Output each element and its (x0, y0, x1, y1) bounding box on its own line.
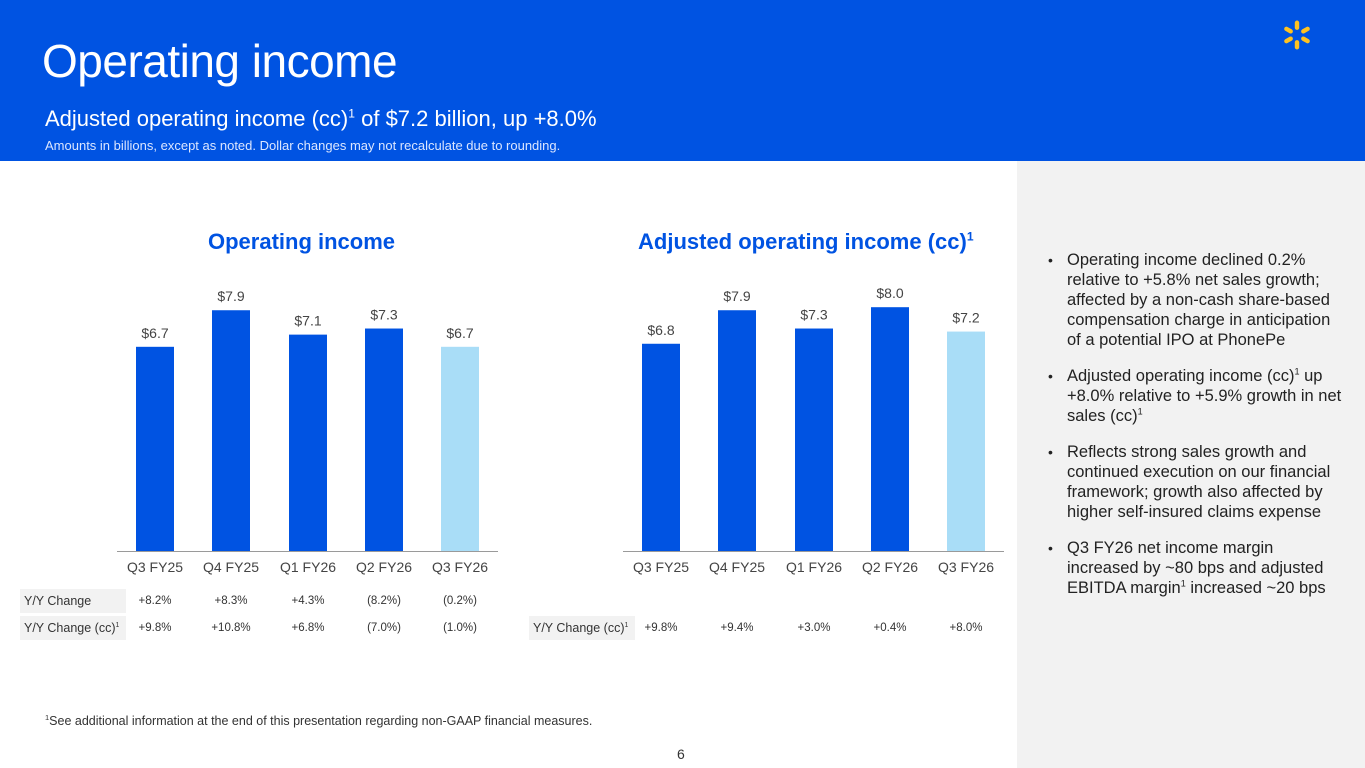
table-cell: +9.4% (720, 622, 754, 634)
bar (136, 346, 174, 551)
data-label: $6.8 (647, 322, 674, 338)
spark-ray (1284, 36, 1293, 44)
tick-label: Q1 FY26 (786, 559, 842, 575)
table-cell: +8.0% (949, 622, 983, 634)
chart-1: $6.8 Q3 FY25 $7.9 Q4 FY25 $7.3 Q1 FY26 $8.0 Q2 … (623, 285, 1004, 575)
tick-label: Q2 FY26 (356, 559, 412, 575)
spark-ray (1294, 20, 1300, 30)
bullet-item: • Adjusted operating income (cc)1 up +8.0… (1048, 366, 1342, 425)
footnote: 1See additional information at the end o… (45, 714, 592, 728)
table-cell: +0.4% (873, 622, 907, 634)
bar (212, 310, 250, 551)
data-label: $8.0 (876, 285, 903, 301)
table-cell: (1.0%) (443, 622, 477, 634)
data-label: $7.3 (370, 307, 397, 323)
table-cell: (0.2%) (443, 595, 477, 607)
subtitle-text: Adjusted operating income (cc) (45, 106, 349, 131)
header-banner: Operating income Adjusted operating inco… (0, 0, 1365, 161)
table-cell: +6.8% (291, 622, 325, 634)
table-cell: +10.8% (211, 622, 251, 634)
tick-label: Q3 FY25 (633, 559, 689, 575)
page-number: 6 (677, 746, 685, 762)
adjusted-operating-income-chart-title: Adjusted operating income (cc)1 (638, 229, 974, 255)
bar (642, 343, 680, 551)
bar (795, 328, 833, 551)
subtitle-footnote-mark: 1 (348, 106, 355, 121)
bullet-dot-icon: • (1048, 444, 1053, 460)
table-cell: +8.2% (138, 595, 172, 607)
data-label: $7.1 (294, 313, 321, 329)
tick-label: Q2 FY26 (862, 559, 918, 575)
tick-label: Q1 FY26 (280, 559, 336, 575)
chart-title-text: Adjusted operating income (cc) (638, 229, 967, 254)
tick-label: Q3 FY25 (127, 559, 183, 575)
bar (365, 328, 403, 551)
data-label: $7.9 (217, 288, 244, 304)
bar (947, 331, 985, 551)
table-cell: (7.0%) (367, 622, 401, 634)
table-cell: +8.3% (214, 595, 248, 607)
chart-title-text: Operating income (208, 229, 396, 254)
table-cell: +9.8% (644, 622, 678, 634)
bar (441, 346, 479, 551)
table-row-label: Y/Y Change (cc)1 (20, 616, 126, 640)
bar-charts: $6.7 Q3 FY25 $7.9 Q4 FY25 $7.1 Q1 FY26 $7.3 Q2 … (117, 285, 1004, 575)
operating-income-chart-title: Operating income (208, 229, 395, 255)
spark-ray (1284, 26, 1293, 34)
amounts-note: Amounts in billions, except as noted. Do… (45, 138, 561, 153)
page-title: Operating income (42, 35, 398, 87)
tick-label: Q4 FY25 (709, 559, 765, 575)
bar (718, 310, 756, 551)
walmart-spark-icon (1284, 20, 1310, 50)
data-label: $7.3 (800, 307, 827, 323)
footnote-mark: 1 (45, 712, 50, 722)
subtitle-text-end: of $7.2 billion, up +8.0% (355, 106, 597, 131)
table-cell: +3.0% (797, 622, 831, 634)
bullet-item: • Reflects strong sales growth and contin… (1048, 443, 1331, 521)
table-cell: (8.2%) (367, 595, 401, 607)
bullet-dot-icon: • (1048, 368, 1053, 384)
page-subtitle: Adjusted operating income (cc)1 of $7.2 … (45, 106, 597, 132)
tick-label: Q3 FY26 (938, 559, 994, 575)
bar (871, 307, 909, 551)
table-cell: +4.3% (291, 595, 325, 607)
commentary-panel (1017, 161, 1365, 768)
data-label: $7.9 (723, 288, 750, 304)
table-row-label: Y/Y Change (20, 589, 126, 613)
spark-ray (1301, 36, 1310, 44)
table-cell: +9.8% (138, 622, 172, 634)
commentary-bullets: • Operating income declined 0.2% relative… (1046, 250, 1346, 614)
bullet-dot-icon: • (1048, 540, 1053, 556)
tick-label: Q3 FY26 (432, 559, 488, 575)
chart-0: $6.7 Q3 FY25 $7.9 Q4 FY25 $7.1 Q1 FY26 $7.3 Q2 … (117, 288, 498, 575)
bullet-item: • Q3 FY26 net income margin increased by … (1048, 539, 1326, 597)
bullet-item: • Operating income declined 0.2% relative… (1048, 251, 1331, 349)
chart-title-footnote-mark: 1 (966, 229, 974, 244)
spark-ray (1301, 26, 1310, 34)
table-row-label: Y/Y Change (cc)1 (529, 616, 635, 640)
data-label: $7.2 (952, 310, 979, 326)
spark-ray (1294, 40, 1300, 50)
bar (289, 334, 327, 551)
footnote-text: See additional information at the end of… (49, 714, 593, 728)
data-label: $6.7 (141, 325, 168, 341)
tick-label: Q4 FY25 (203, 559, 259, 575)
bullet-dot-icon: • (1048, 252, 1053, 268)
data-label: $6.7 (446, 325, 473, 341)
